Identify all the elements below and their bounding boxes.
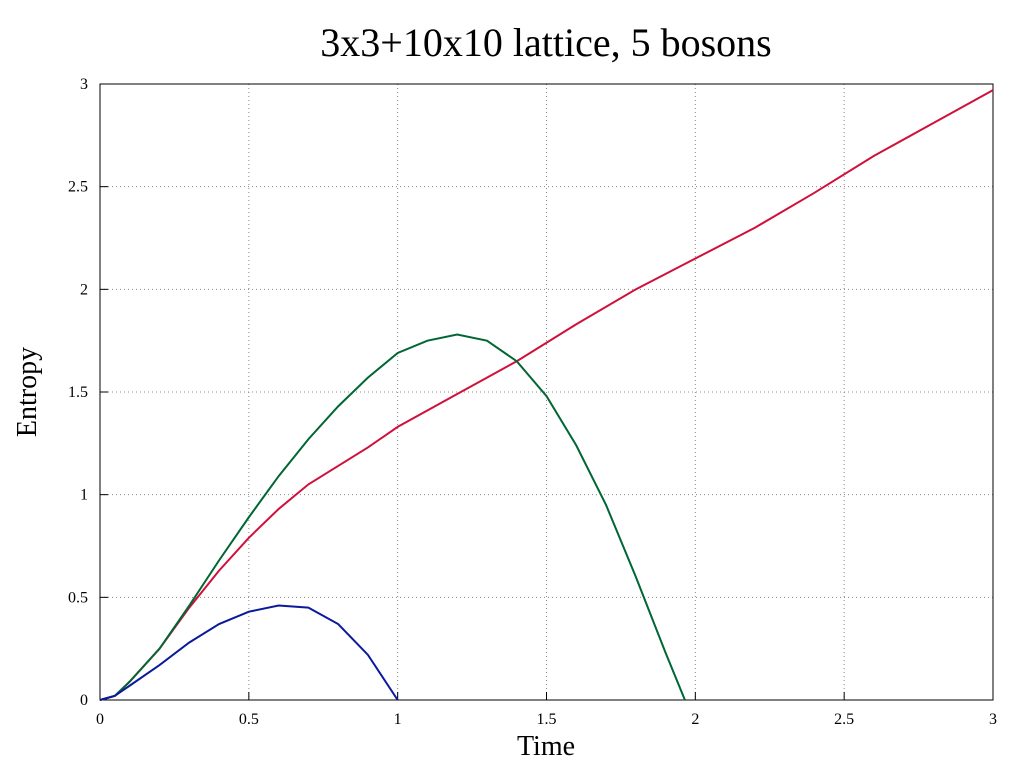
y-tick-label: 2 — [80, 281, 88, 298]
x-tick-label: 3 — [989, 711, 997, 728]
chart-title: 3x3+10x10 lattice, 5 bosons — [320, 20, 771, 65]
x-tick-label: 0.5 — [239, 711, 259, 728]
y-tick-label: 3 — [80, 76, 88, 93]
x-tick-label: 2 — [691, 711, 699, 728]
x-tick-label: 1 — [394, 711, 402, 728]
x-tick-label: 2.5 — [834, 711, 854, 728]
y-tick-label: 0 — [80, 692, 88, 709]
x-axis-label: Time — [517, 731, 575, 762]
y-axis-label: Entropy — [12, 347, 43, 437]
y-tick-label: 1.5 — [68, 384, 88, 401]
x-tick-label: 0 — [96, 711, 104, 728]
y-tick-label: 1 — [80, 487, 88, 504]
line-series — [99, 604, 399, 701]
y-tick-label: 2.5 — [68, 179, 88, 196]
line-series — [99, 333, 686, 701]
y-tick-label: 0.5 — [68, 589, 88, 606]
x-tick-label: 1.5 — [537, 711, 557, 728]
plot-frame — [99, 83, 994, 701]
